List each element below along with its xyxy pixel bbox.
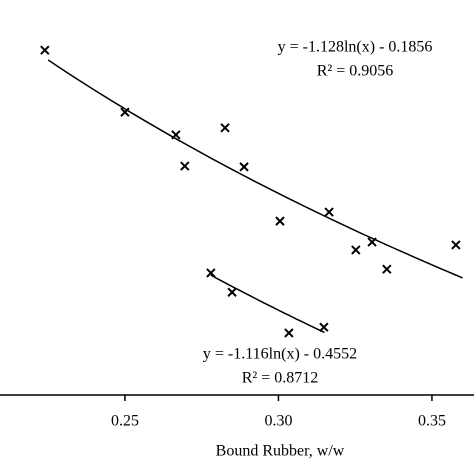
point xyxy=(40,45,50,55)
x-axis-label: Bound Rubber, w/w xyxy=(216,443,345,460)
trend-equation: y = -1.116ln(x) - 0.4552 xyxy=(203,346,357,363)
point xyxy=(284,328,294,338)
trend-r2: R² = 0.9056 xyxy=(317,63,394,80)
trend-r2: R² = 0.8712 xyxy=(242,370,319,387)
point xyxy=(367,237,377,247)
point xyxy=(275,216,285,226)
trendline xyxy=(47,59,463,279)
x-tick-label: 0.25 xyxy=(111,413,139,430)
point xyxy=(120,107,130,117)
point xyxy=(451,240,461,250)
point xyxy=(382,264,392,274)
x-tick-label: 0.35 xyxy=(418,413,446,430)
x-tick-label: 0.30 xyxy=(264,413,292,430)
point xyxy=(227,287,237,297)
trendline xyxy=(210,274,325,334)
point xyxy=(220,123,230,133)
point xyxy=(324,207,334,217)
trend-equation: y = -1.128ln(x) - 0.1856 xyxy=(278,39,433,56)
point xyxy=(319,322,329,332)
point xyxy=(171,130,181,140)
point xyxy=(206,268,216,278)
point xyxy=(239,162,249,172)
point xyxy=(351,245,361,255)
point xyxy=(180,161,190,171)
